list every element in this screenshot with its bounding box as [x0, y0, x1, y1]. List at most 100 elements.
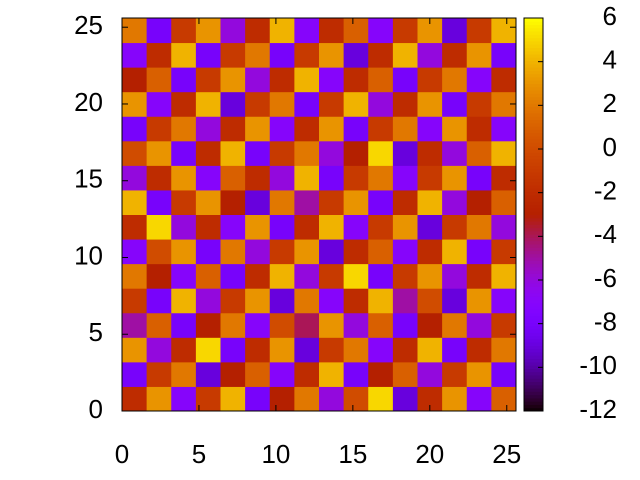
heat-cell [269, 214, 295, 240]
heat-cell [319, 116, 345, 142]
colorbar-strip [524, 224, 543, 229]
heat-cell [146, 239, 172, 265]
colorbar-strip [524, 348, 543, 353]
heat-cell [392, 263, 418, 289]
heat-cell [122, 67, 148, 93]
heat-cell [294, 214, 320, 240]
heat-cell [146, 140, 172, 166]
heat-cell [491, 288, 517, 314]
heat-cell [417, 361, 443, 387]
colorbar-strip [524, 103, 543, 107]
heat-cell [442, 263, 468, 289]
colorbar-strip [524, 217, 543, 222]
heat-cell [442, 165, 468, 191]
heat-cell [195, 386, 221, 412]
colorbar-strip [524, 322, 543, 327]
heat-cell [195, 361, 221, 387]
colorbar-strip [524, 185, 543, 189]
heat-cell [171, 140, 197, 166]
colorbar-strip [524, 365, 543, 369]
colorbar-strip [524, 109, 543, 114]
heat-cell [294, 140, 320, 166]
heat-cell [146, 165, 172, 191]
colorbar-tick-label: -8 [594, 307, 617, 337]
heat-cell [343, 239, 369, 265]
heatmap [122, 18, 517, 412]
heat-cell [466, 116, 492, 142]
heat-cell [294, 361, 320, 387]
heat-cell [491, 67, 517, 93]
colorbar-strip [524, 329, 543, 333]
heat-cell [392, 67, 418, 93]
heat-cell [491, 214, 517, 240]
heat-cell [195, 18, 221, 44]
heat-cell [392, 312, 418, 338]
heat-cell [442, 18, 468, 44]
heat-cell [122, 288, 148, 314]
heat-cell [466, 312, 492, 338]
heat-cell [417, 337, 443, 363]
heat-cell [294, 18, 320, 44]
colorbar-strip [524, 139, 543, 143]
colorbar-strip [524, 306, 543, 310]
colorbar [524, 18, 543, 412]
heat-cell [269, 189, 295, 215]
heat-cell [171, 165, 197, 191]
heat-cell [319, 91, 345, 117]
heat-cell [146, 361, 172, 387]
heat-cell [195, 140, 221, 166]
heat-cell [417, 140, 443, 166]
heat-cell [368, 312, 394, 338]
colorbar-strip [524, 388, 543, 392]
heat-cell [220, 214, 246, 240]
heat-cell [368, 337, 394, 363]
heat-cell [146, 18, 172, 44]
heat-cell [220, 361, 246, 387]
heat-cell [294, 42, 320, 68]
heat-cell [491, 263, 517, 289]
heat-cell [319, 361, 345, 387]
heat-cell [269, 239, 295, 265]
heat-cell [245, 361, 271, 387]
heat-cell [392, 42, 418, 68]
colorbar-strip [524, 50, 543, 55]
heat-cell [220, 91, 246, 117]
colorbar-strip [524, 289, 543, 294]
heat-cell [122, 189, 148, 215]
heat-cell [417, 214, 443, 240]
colorbar-strip [524, 158, 543, 163]
colorbar-strip [524, 352, 543, 356]
heat-cell [417, 263, 443, 289]
x-tick-label: 20 [415, 439, 444, 469]
heat-cell [220, 288, 246, 314]
colorbar-strip [524, 266, 543, 271]
colorbar-strip [524, 247, 543, 252]
heat-cell [195, 165, 221, 191]
heat-cell [220, 386, 246, 412]
heat-cell [343, 91, 369, 117]
heat-cell [491, 165, 517, 191]
heat-cell [245, 67, 271, 93]
colorbar-strip [524, 34, 543, 39]
heat-cell [491, 239, 517, 265]
heat-cell [343, 42, 369, 68]
colorbar-strip [524, 312, 543, 317]
heat-cell [368, 288, 394, 314]
heat-cell [368, 386, 394, 412]
heat-cell [466, 288, 492, 314]
colorbar-strip [524, 178, 543, 183]
heat-cell [245, 140, 271, 166]
heat-cell [146, 91, 172, 117]
heat-cell [122, 165, 148, 191]
heat-cell [392, 18, 418, 44]
heat-cell [392, 165, 418, 191]
heat-cell [319, 288, 345, 314]
colorbar-strip [524, 99, 543, 104]
heat-cell [343, 116, 369, 142]
heat-cell [269, 116, 295, 142]
colorbar-strip [524, 230, 543, 235]
colorbar-strip [524, 361, 543, 366]
heat-cell [245, 189, 271, 215]
colorbar-strip [524, 250, 543, 255]
